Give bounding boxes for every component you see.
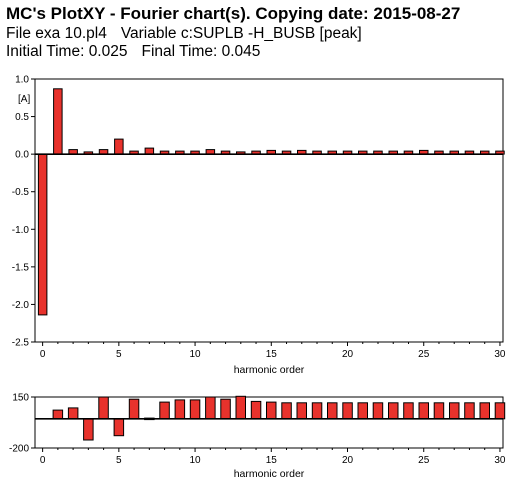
amp-xtick-label: 30 xyxy=(494,349,506,360)
phase-bar-h19 xyxy=(327,402,338,420)
final-time-label: Final Time: 0.045 xyxy=(141,43,261,60)
phase-bar-h20 xyxy=(342,402,353,420)
phase-bar-h14 xyxy=(250,400,262,420)
amp-plot-frame xyxy=(34,78,504,343)
amp-ytick-label: 1.0 xyxy=(15,75,29,86)
phase-bar-h21 xyxy=(357,402,368,420)
phase-xtick-label: 0 xyxy=(40,455,46,466)
initial-time-label: Initial Time: 0.025 xyxy=(6,43,128,60)
phase-xtick-label: 25 xyxy=(418,455,430,466)
amp-xtick-label: 15 xyxy=(266,349,278,360)
phase-bar-h12 xyxy=(220,398,231,420)
phase-bar-h29 xyxy=(479,402,490,420)
phase-bar-h5 xyxy=(113,418,125,437)
amp-ytick-label: -2.5 xyxy=(12,338,30,349)
phase-bar-h10 xyxy=(189,399,201,420)
phase-bar-h11 xyxy=(205,396,216,420)
phase-bar-h22 xyxy=(372,402,384,420)
phase-xtick-label: 5 xyxy=(116,455,122,466)
amplitude-chart: 1.0 0.5 0.0 -0.5 -1.0 -1.5 -2.0 -2.5 0 5 10 15 20 25 3… xyxy=(12,75,506,377)
phase-bar-h3 xyxy=(83,418,94,441)
phase-bar-h1 xyxy=(52,409,64,420)
file-variable-line: File exa 10.pl4 Variable c:SUPLB -H_BUSB … xyxy=(6,25,362,43)
amp-ytick-label: -1.5 xyxy=(12,262,30,273)
phase-bar-h17 xyxy=(296,402,307,420)
phase-bar-h9 xyxy=(174,399,186,420)
variable-label: Variable c:SUPLB -H_BUSB [peak] xyxy=(120,25,362,42)
phase-ytick-label: 150 xyxy=(12,393,29,404)
amp-unit-label: [A] xyxy=(18,94,30,105)
phase-chart: 150 -200 0 5 10 15 20 25 30 harmonic order xyxy=(9,393,506,481)
phase-xtick-label: 30 xyxy=(494,455,506,466)
phase-ytick-label: -200 xyxy=(9,444,29,455)
phase-bar-h28 xyxy=(464,402,475,420)
phase-bar-h4 xyxy=(98,396,109,420)
phase-bar-h16 xyxy=(281,402,292,420)
phase-bar-h24 xyxy=(403,402,414,420)
phase-bar-h30 xyxy=(494,402,506,420)
amp-ytick-label: 0.0 xyxy=(15,150,29,161)
amp-bar-h5 xyxy=(114,138,124,155)
phase-plot-frame xyxy=(34,396,504,449)
file-label: File exa 10.pl4 xyxy=(6,25,107,42)
amp-ytick-label: -1.0 xyxy=(12,225,30,236)
phase-bar-h26 xyxy=(433,402,445,420)
amp-ytick-label: -0.5 xyxy=(12,187,30,198)
phase-bar-h23 xyxy=(388,402,399,420)
amp-xtick-label: 25 xyxy=(418,349,430,360)
amp-bar-h7 xyxy=(144,147,155,155)
chart-title: MC's PlotXY - Fourier chart(s). Copying … xyxy=(6,4,461,23)
phase-bar-h15 xyxy=(266,401,277,420)
amp-xtick-label: 10 xyxy=(190,349,202,360)
amp-xtick-label: 0 xyxy=(40,349,46,360)
amp-bar-h1 xyxy=(53,88,63,155)
phase-bar-h18 xyxy=(311,402,323,420)
phase-xtick-label: 10 xyxy=(190,455,202,466)
time-range-line: Initial Time: 0.025 Final Time: 0.045 xyxy=(6,43,260,61)
amp-bar-h0 xyxy=(37,153,48,316)
amp-xtick-label: 20 xyxy=(342,349,354,360)
amp-ytick-label: -2.0 xyxy=(12,300,30,311)
phase-bar-h6 xyxy=(128,398,140,420)
amp-xlabel: harmonic order xyxy=(234,364,305,376)
phase-bar-h27 xyxy=(449,402,460,420)
phase-xlabel: harmonic order xyxy=(234,468,305,480)
phase-bar-h2 xyxy=(67,407,79,420)
phase-bar-h8 xyxy=(159,401,170,420)
amp-ytick-label: 0.5 xyxy=(15,112,29,123)
phase-bar-h13 xyxy=(235,395,246,420)
amp-xtick-label: 5 xyxy=(116,349,122,360)
phase-bar-h25 xyxy=(418,402,429,420)
phase-xtick-label: 20 xyxy=(342,455,354,466)
phase-xtick-label: 15 xyxy=(266,455,278,466)
